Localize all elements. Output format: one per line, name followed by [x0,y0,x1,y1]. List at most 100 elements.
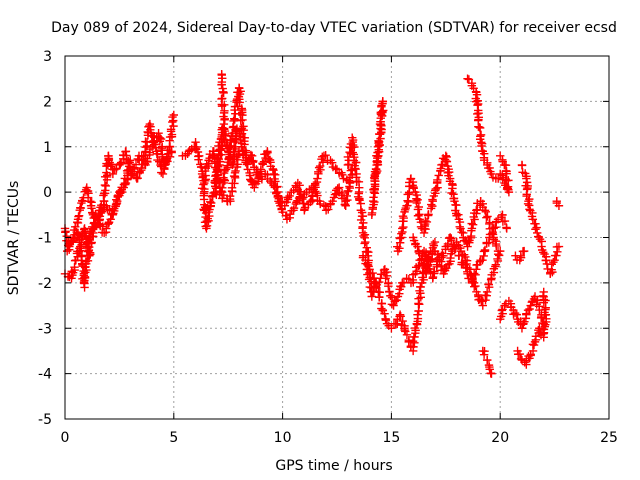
data-point [77,256,86,265]
data-point [462,259,471,269]
data-point [485,163,494,173]
data-point [519,246,529,256]
data-point [395,244,404,253]
data-point [522,174,531,183]
data-point [158,142,167,151]
data-point [488,229,497,239]
data-point [333,184,342,193]
data-point [421,216,430,226]
data-point [373,158,382,168]
data-point [278,207,287,217]
data-point [385,287,394,297]
data-point [256,165,266,174]
data-points [60,69,564,378]
y-tick-label: 2 [43,94,52,110]
data-point [258,159,267,168]
data-point [99,189,109,198]
data-point [408,337,418,346]
y-tick-label: -4 [38,367,52,383]
data-point [197,162,206,172]
data-point [108,169,118,179]
data-point [539,329,548,339]
data-point [339,174,348,183]
data-point [299,193,308,202]
data-point [457,227,466,237]
data-point [111,202,120,211]
data-point [487,369,496,378]
data-point [476,130,486,140]
data-point [428,274,437,283]
data-point [467,219,476,228]
data-point [412,267,422,276]
data-point [433,250,442,259]
y-tick-label: 1 [43,140,52,156]
data-point [448,184,457,193]
data-point [541,303,550,312]
data-point [423,261,432,271]
data-point [205,197,215,206]
data-point [365,282,375,292]
data-point [375,129,384,139]
data-point [331,164,340,173]
data-point [479,350,489,359]
data-point [147,142,157,151]
data-point [101,181,111,191]
data-point [106,215,115,224]
data-point [74,212,83,221]
data-point [389,301,398,310]
data-point [428,195,437,204]
data-point [392,296,401,305]
data-point [158,150,167,159]
data-point [355,196,364,205]
data-point [220,115,229,124]
data-point [413,195,422,204]
data-point [471,281,480,291]
data-point [442,263,451,273]
data-point [368,287,378,297]
data-point [367,292,377,301]
data-point [77,242,86,251]
data-point [249,156,258,166]
data-point [525,304,534,314]
data-point [155,137,165,146]
data-point [387,324,396,333]
data-point [398,316,407,326]
data-point [402,330,412,340]
data-point [480,245,490,255]
data-point [516,354,526,364]
data-point [447,236,456,245]
data-point [219,191,228,200]
y-axis-label: SDTVAR / TECUs [6,181,22,296]
data-point [430,237,440,247]
data-point [482,355,492,365]
data-point [439,269,448,278]
data-point [100,180,110,190]
data-point [126,156,135,165]
data-point [227,141,236,151]
data-point [133,174,142,183]
data-point [380,309,389,318]
data-point [313,174,322,183]
data-point [110,206,119,216]
data-point [456,246,466,256]
data-point [452,201,461,210]
data-point [169,110,178,120]
data-point [235,98,244,107]
data-point [415,249,424,258]
x-tick-label: 0 [61,430,70,446]
data-point [215,189,224,199]
data-point [398,224,407,233]
data-point [225,152,234,161]
data-point [219,88,228,98]
y-tick-label: -5 [38,412,52,428]
data-point [528,346,538,356]
data-point [529,340,539,350]
data-point [539,287,548,297]
data-point [430,267,439,276]
data-point [399,213,408,223]
data-point [83,237,93,246]
data-point [415,286,424,296]
data-point [330,190,340,199]
data-point [294,193,304,203]
